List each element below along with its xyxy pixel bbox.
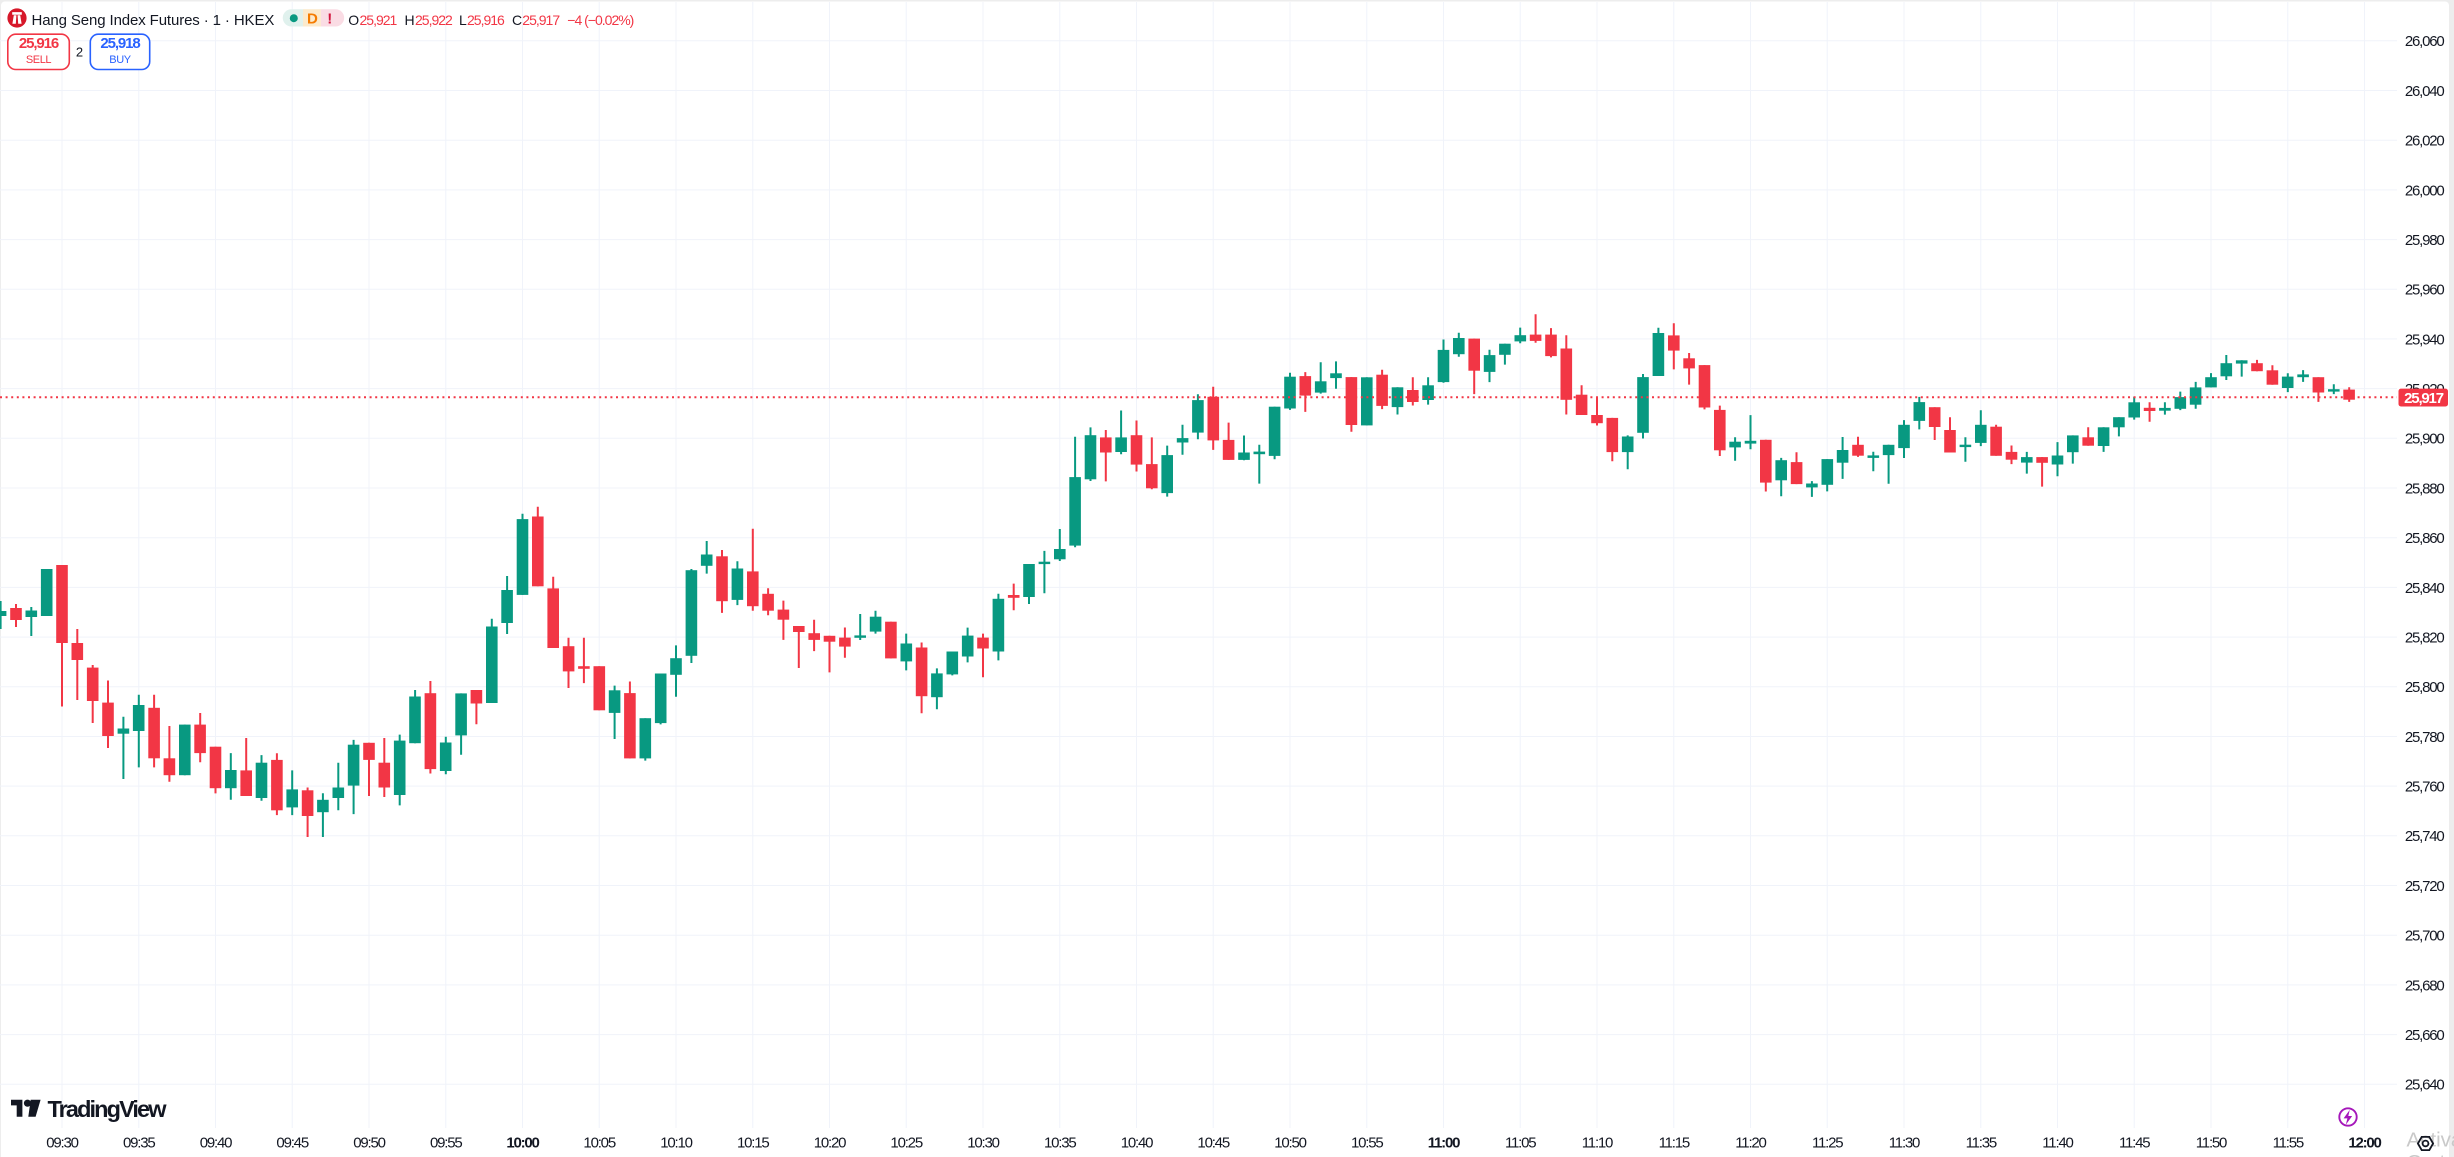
svg-text:25,900: 25,900 — [2405, 431, 2445, 448]
svg-text:09:55: 09:55 — [430, 1134, 462, 1151]
svg-text:11:10: 11:10 — [1582, 1134, 1613, 1151]
svg-text:25,740: 25,740 — [2405, 828, 2445, 845]
svg-text:25,980: 25,980 — [2405, 232, 2445, 249]
svg-text:25,916: 25,916 — [19, 35, 59, 52]
svg-text:26,000: 26,000 — [2405, 182, 2445, 199]
svg-text:09:50: 09:50 — [353, 1134, 385, 1151]
svg-text:26,020: 26,020 — [2405, 133, 2445, 150]
svg-text:25,918: 25,918 — [100, 35, 140, 52]
svg-text:SELL: SELL — [26, 54, 52, 66]
svg-text:25,760: 25,760 — [2405, 779, 2445, 796]
svg-text:25,680: 25,680 — [2405, 977, 2445, 994]
svg-text:11:00: 11:00 — [1428, 1134, 1460, 1151]
svg-text:11:50: 11:50 — [2196, 1134, 2227, 1151]
svg-text:10:55: 10:55 — [1351, 1134, 1383, 1151]
svg-text:TradingView: TradingView — [48, 1096, 168, 1122]
svg-text:25,940: 25,940 — [2405, 331, 2445, 348]
svg-text:26,040: 26,040 — [2405, 83, 2445, 100]
svg-text:Go to Settings: Go to Settings — [2407, 1151, 2454, 1157]
svg-text:25,880: 25,880 — [2405, 480, 2445, 497]
svg-text:11:40: 11:40 — [2042, 1134, 2073, 1151]
svg-text:25,720: 25,720 — [2405, 878, 2445, 895]
svg-text:25,640: 25,640 — [2405, 1077, 2445, 1094]
svg-text:12:00: 12:00 — [2348, 1134, 2381, 1151]
svg-text:10:10: 10:10 — [660, 1134, 692, 1151]
svg-text:09:40: 09:40 — [200, 1134, 232, 1151]
svg-text:10:50: 10:50 — [1274, 1134, 1306, 1151]
svg-text:11:45: 11:45 — [2119, 1134, 2150, 1151]
svg-text:10:40: 10:40 — [1121, 1134, 1153, 1151]
svg-text:11:20: 11:20 — [1735, 1134, 1766, 1151]
svg-text:25,960: 25,960 — [2405, 282, 2445, 299]
svg-text:09:45: 09:45 — [276, 1134, 308, 1151]
svg-text:11:15: 11:15 — [1659, 1134, 1690, 1151]
svg-text:11:35: 11:35 — [1966, 1134, 1997, 1151]
svg-text:25,917: 25,917 — [2404, 390, 2444, 407]
svg-text:11:05: 11:05 — [1505, 1134, 1536, 1151]
svg-text:Hang Seng Index Futures · 1 ·: Hang Seng Index Futures · 1 · HKEX — [32, 12, 275, 29]
svg-text:BUY: BUY — [109, 54, 131, 66]
svg-text:11:25: 11:25 — [1812, 1134, 1843, 1151]
svg-text:25,660: 25,660 — [2405, 1027, 2445, 1044]
svg-text:09:35: 09:35 — [123, 1134, 155, 1151]
svg-text:25,700: 25,700 — [2405, 928, 2445, 945]
svg-text:10:35: 10:35 — [1044, 1134, 1076, 1151]
svg-text:10:45: 10:45 — [1197, 1134, 1229, 1151]
svg-text:25,780: 25,780 — [2405, 729, 2445, 746]
svg-text:10:25: 10:25 — [890, 1134, 922, 1151]
svg-text:09:30: 09:30 — [46, 1134, 78, 1151]
svg-text:D: D — [307, 11, 318, 28]
svg-text:10:20: 10:20 — [814, 1134, 846, 1151]
svg-text:!: ! — [327, 11, 332, 28]
svg-text:10:00: 10:00 — [506, 1134, 539, 1151]
svg-text:11:30: 11:30 — [1889, 1134, 1920, 1151]
svg-text:2: 2 — [76, 45, 83, 60]
svg-text:11:55: 11:55 — [2273, 1134, 2304, 1151]
svg-text:10:15: 10:15 — [737, 1134, 769, 1151]
svg-text:25,800: 25,800 — [2405, 679, 2445, 696]
svg-text:26,060: 26,060 — [2405, 33, 2445, 50]
svg-text:25,840: 25,840 — [2405, 580, 2445, 597]
svg-text:10:30: 10:30 — [967, 1134, 999, 1151]
svg-text:10:05: 10:05 — [583, 1134, 615, 1151]
svg-text:25,860: 25,860 — [2405, 530, 2445, 547]
svg-text:25,820: 25,820 — [2405, 630, 2445, 647]
